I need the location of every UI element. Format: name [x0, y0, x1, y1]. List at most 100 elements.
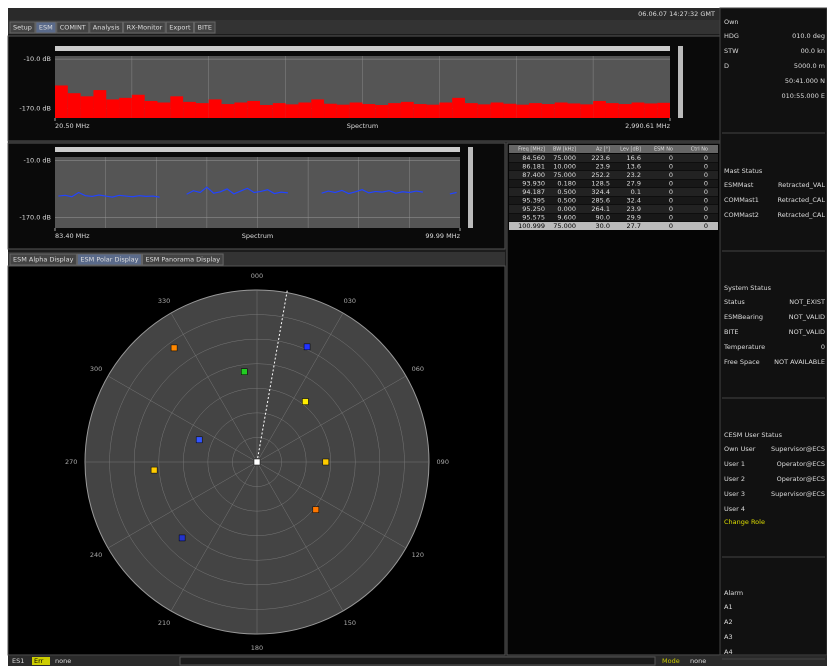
tab[interactable]: [9, 21, 36, 34]
field-value: 010.0 deg: [792, 32, 825, 40]
field-label: COMMast2: [724, 211, 759, 219]
field-value: NOT AVAILABLE: [774, 358, 825, 366]
tab[interactable]: [194, 21, 216, 34]
table-cell: 27.9: [627, 180, 641, 188]
tab-label[interactable]: Export: [169, 24, 191, 32]
tab[interactable]: [76, 253, 142, 266]
table-cell: 90.0: [596, 214, 610, 222]
y-tick-label: -10.0 dB: [24, 55, 51, 63]
tab[interactable]: [89, 21, 124, 34]
spectrum-bar: [311, 99, 325, 118]
tab[interactable]: [35, 21, 57, 34]
tab[interactable]: [141, 253, 224, 266]
spectrum-bar: [439, 102, 453, 118]
contact-marker[interactable]: [303, 343, 311, 351]
x-tick-label: 2,990.61 MHz: [625, 122, 671, 130]
row-bg[interactable]: [509, 213, 718, 222]
spectrum-title: Spectrum: [347, 122, 379, 130]
spectrum-bar: [93, 90, 107, 118]
bearing-spoke: [107, 375, 258, 463]
row-bg[interactable]: [509, 205, 718, 213]
table-cell: 0.1: [631, 188, 641, 196]
error-flag: [32, 657, 50, 665]
x-tick-label: 99.99 MHz: [425, 232, 460, 240]
table-cell: 10.000: [553, 163, 576, 171]
column-header: Lev [dB]: [620, 147, 641, 153]
tab-label[interactable]: COMINT: [60, 24, 86, 32]
field-value: NOT_EXIST: [789, 298, 825, 306]
tab-label[interactable]: Setup: [13, 24, 32, 32]
contact-marker[interactable]: [322, 458, 330, 466]
spectrum-bar: [131, 94, 145, 118]
field-value: Operator@ECS: [777, 475, 825, 483]
contact-marker[interactable]: [178, 534, 186, 542]
tab[interactable]: [9, 253, 77, 266]
spectrum-bar: [234, 102, 248, 118]
contact-marker[interactable]: [241, 368, 248, 375]
contact-marker[interactable]: [195, 436, 203, 444]
tab-label[interactable]: ESM Alpha Display: [13, 256, 74, 264]
spectrum-bar: [67, 93, 81, 118]
field-label: A2: [724, 618, 733, 626]
table-cell: 13.6: [627, 163, 641, 171]
bearing-label: 060: [412, 365, 424, 373]
table-cell: 0: [704, 171, 708, 179]
table-cell: 0.000: [557, 205, 576, 213]
row-bg[interactable]: [509, 171, 718, 179]
field-label: D: [724, 62, 729, 70]
bearing-label: 240: [90, 551, 102, 559]
tab-label[interactable]: BITE: [198, 24, 212, 32]
row-bg[interactable]: [509, 196, 718, 205]
tab-label[interactable]: Analysis: [93, 24, 120, 32]
bearing-spoke: [256, 461, 407, 549]
spectrum-title: Spectrum: [242, 232, 274, 240]
tab-label[interactable]: ESM Panorama Display: [145, 256, 220, 264]
tab-label[interactable]: RX-Monitor: [127, 24, 163, 32]
row-bg[interactable]: [509, 188, 718, 196]
selected-row[interactable]: [509, 222, 718, 230]
table-cell: 94.187: [522, 188, 545, 196]
tab-label[interactable]: ESM: [39, 24, 53, 32]
table-cell: 95.575: [522, 214, 545, 222]
row-bg[interactable]: [509, 179, 718, 188]
bearing-label: 180: [251, 644, 263, 652]
table-cell: 0: [669, 188, 673, 196]
contact-marker[interactable]: [150, 466, 158, 474]
spectrum-bar: [336, 104, 350, 118]
table-cell: 264.1: [591, 205, 610, 213]
table-cell: 100.999: [518, 222, 545, 230]
field-value: Supervisor@ECS: [771, 490, 825, 498]
contact-marker[interactable]: [253, 458, 261, 466]
spectrum-bar: [503, 103, 517, 118]
change-role[interactable]: Change Role: [724, 518, 765, 526]
row-bg[interactable]: [509, 162, 718, 171]
row-bg[interactable]: [509, 154, 718, 162]
status-field: [179, 656, 656, 666]
table-cell: 75.000: [553, 171, 576, 179]
field-value: 010:55.000 E: [781, 92, 825, 100]
table-cell: 16.6: [627, 154, 641, 162]
contact-marker[interactable]: [170, 344, 178, 352]
contact-marker[interactable]: [302, 398, 309, 405]
field-value: NOT_VALID: [789, 328, 825, 336]
tab[interactable]: [56, 21, 90, 34]
contact-marker[interactable]: [312, 506, 320, 513]
tab[interactable]: [165, 21, 195, 34]
table-cell: 75.000: [553, 154, 576, 162]
bearing-spoke: [256, 375, 407, 463]
spectrum-bar: [477, 104, 491, 118]
column-header: BW [kHz]: [553, 147, 576, 153]
spectrum-trace: [186, 186, 288, 195]
spectrum-bar: [183, 101, 196, 118]
error-label: Err: [34, 657, 44, 665]
tab-label[interactable]: ESM Polar Display: [80, 256, 138, 264]
field-value: 5000.0 m: [794, 62, 825, 70]
spectrum-bar: [80, 96, 94, 118]
table-cell: 29.9: [627, 214, 641, 222]
table-cell: 95.395: [522, 197, 545, 205]
field-label: COMMast1: [724, 196, 759, 204]
tab[interactable]: [123, 21, 166, 34]
spectrum-bar: [298, 102, 312, 118]
spectrum-bar: [324, 103, 337, 118]
table-cell: 0.500: [557, 188, 576, 196]
